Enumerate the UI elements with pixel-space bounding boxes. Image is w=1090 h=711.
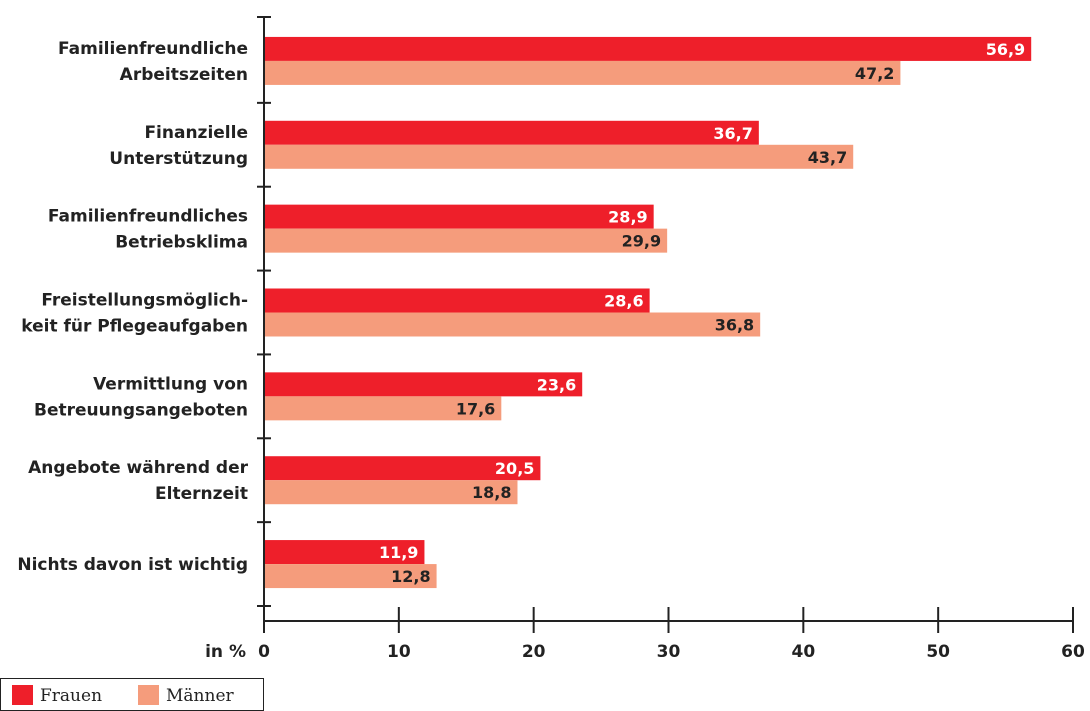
bar-frauen (264, 120, 759, 145)
legend-frame (0, 678, 264, 711)
category-label: Familienfreundliches Betriebsklima (48, 207, 248, 253)
category-label: Nichts davon ist wichtig (17, 555, 248, 575)
category-label: Familienfreundliche Arbeitszeiten (58, 39, 248, 85)
bar-value-label: 17,6 (456, 399, 495, 418)
category-label: Finanzielle Unterstützung (109, 123, 248, 169)
x-tick-label: 0 (258, 642, 270, 662)
bar-value-label: 11,9 (379, 543, 418, 562)
bar-frauen (264, 204, 654, 229)
bar-frauen (264, 372, 583, 397)
bar-value-label: 28,9 (608, 208, 647, 227)
x-tick-labels: 0 10 20 30 40 50 60 (258, 642, 1085, 662)
bar-frauen (264, 288, 650, 313)
x-axis-label: in % (205, 642, 246, 662)
bar-value-label: 29,9 (622, 232, 661, 251)
category-labels: Familienfreundliche Arbeitszeiten Finanzie… (17, 39, 248, 575)
legend: Frauen Männer (0, 678, 264, 711)
bar-maenner (264, 60, 901, 85)
bar-maenner (264, 228, 668, 253)
bar-value-label: 47,2 (855, 64, 894, 83)
bar-maenner (264, 312, 761, 337)
bar-value-label: 28,6 (604, 292, 643, 311)
legend-swatch-maenner (138, 685, 159, 705)
x-tick-label: 30 (657, 642, 681, 662)
bar-value-label: 43,7 (808, 148, 847, 167)
bar-frauen (264, 456, 541, 481)
axes (257, 16, 1074, 633)
bar-maenner (264, 564, 437, 589)
bar-maenner (264, 144, 854, 169)
bars-group: 56,9 47,2 36,7 43,7 28,9 29,9 28,6 36,8 23,6 17,6… (264, 36, 1032, 589)
bar-maenner (264, 396, 502, 421)
x-tick-label: 10 (387, 642, 411, 662)
category-label: Vermittlung von Betreuungsangeboten (34, 374, 248, 420)
legend-label: Männer (166, 686, 235, 706)
x-tick-label: 40 (791, 642, 815, 662)
x-tick-label: 20 (522, 642, 546, 662)
category-label: Angebote während der Elternzeit (28, 458, 248, 504)
category-label: Freistellungsmöglich-keit für Pflegeaufg… (21, 291, 248, 337)
bar-value-label: 36,7 (713, 124, 752, 143)
bar-value-label: 36,8 (715, 316, 754, 335)
bar-value-label: 56,9 (986, 40, 1025, 59)
bar-maenner (264, 480, 518, 505)
x-tick-label: 50 (926, 642, 950, 662)
bar-value-label: 18,8 (472, 483, 511, 502)
bar-frauen (264, 36, 1032, 61)
legend-swatch-frauen (12, 685, 33, 705)
bar-frauen (264, 540, 425, 565)
legend-label: Frauen (40, 686, 102, 706)
x-tick-label: 60 (1061, 642, 1085, 662)
bar-value-label: 20,5 (495, 459, 534, 478)
bar-value-label: 23,6 (537, 375, 576, 394)
bar-value-label: 12,8 (391, 567, 430, 586)
